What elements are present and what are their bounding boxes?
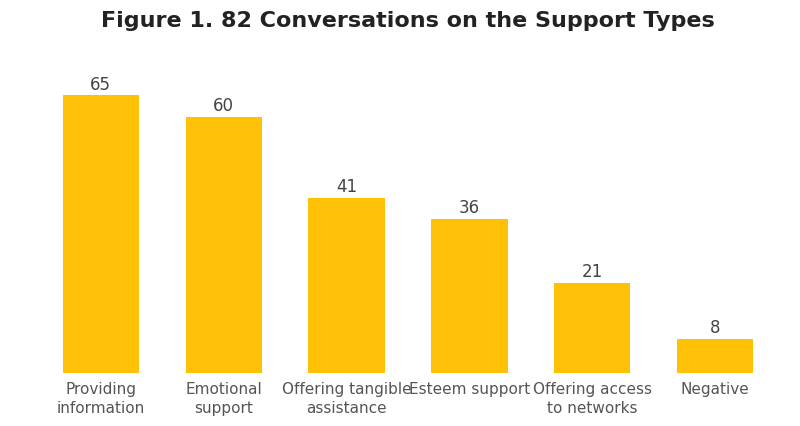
Bar — [186, 118, 262, 373]
Title: Figure 1. 82 Conversations on the Support Types: Figure 1. 82 Conversations on the Suppor… — [101, 11, 715, 31]
Text: 65: 65 — [90, 75, 111, 93]
Text: 8: 8 — [710, 318, 721, 336]
Bar — [677, 339, 754, 373]
Bar — [554, 284, 630, 373]
Text: 60: 60 — [213, 97, 234, 115]
Text: 41: 41 — [336, 178, 357, 196]
Bar — [431, 220, 507, 373]
Text: 21: 21 — [582, 263, 603, 281]
Bar — [62, 96, 139, 373]
Bar — [309, 199, 385, 373]
Text: 36: 36 — [459, 199, 480, 217]
